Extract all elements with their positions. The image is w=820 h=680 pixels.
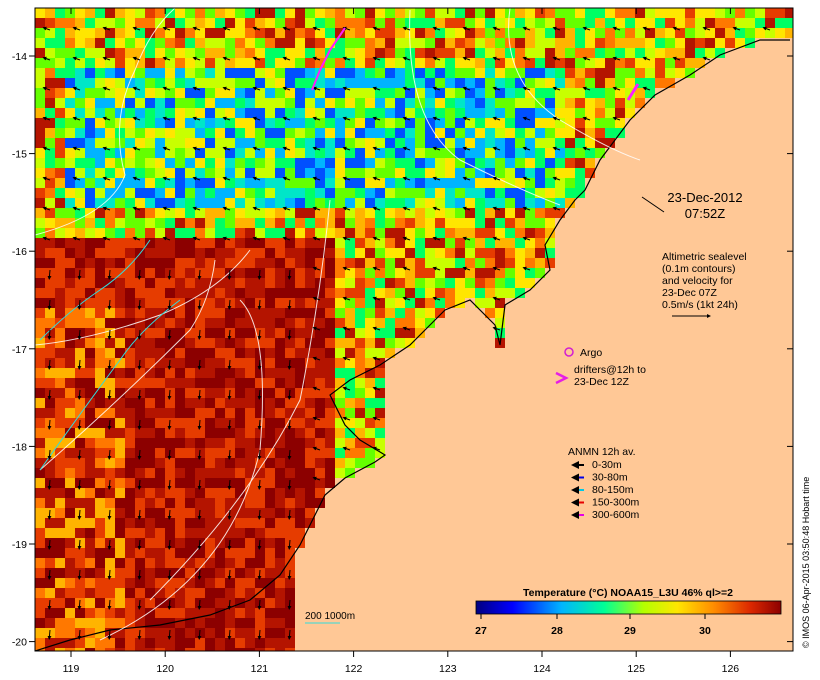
drifter-symbol xyxy=(555,371,569,385)
altimetry-line-2: (0.1m contours) xyxy=(662,263,736,275)
colorbar-tick-label: 29 xyxy=(624,625,636,637)
argo-marker xyxy=(564,347,574,357)
colorbar-title: Temperature (°C) NOAA15_L3U 46% ql>=2 xyxy=(523,587,733,599)
drifter-track xyxy=(311,27,346,91)
argo-label: Argo xyxy=(580,347,602,359)
coastline xyxy=(35,39,790,651)
x-tick-label: 124 xyxy=(533,663,551,675)
x-tick-label: 123 xyxy=(439,663,457,675)
y-tick-label: -16 xyxy=(12,246,27,258)
y-tick-label: -15 xyxy=(12,149,27,161)
y-tick-label: -18 xyxy=(12,441,27,453)
colorbar-ticks: 27 28 29 30 xyxy=(475,614,711,637)
y-tick-label: -17 xyxy=(12,344,27,356)
date-pointer xyxy=(641,196,665,213)
anmn-label-2: 80-150m xyxy=(592,484,634,496)
colorbar-tick-label: 30 xyxy=(699,625,711,637)
x-tick-label: 125 xyxy=(627,663,645,675)
drifters-line-1: drifters@12h to xyxy=(574,364,646,376)
x-tick-label: 122 xyxy=(345,663,363,675)
anmn-title: ANMN 12h av. xyxy=(568,446,636,458)
anmn-label-1: 30-80m xyxy=(592,472,628,484)
x-tick-label: 120 xyxy=(156,663,174,675)
y-tick-label: -20 xyxy=(12,637,27,649)
x-tick-label: 119 xyxy=(63,663,80,675)
y-tick-label: -14 xyxy=(12,51,27,63)
x-tick-label: 121 xyxy=(251,663,269,675)
x-axis: 119 120 121 122 123 124 125 126 xyxy=(63,8,740,675)
y-axis: -14 -15 -16 -17 -18 -19 -20 xyxy=(12,51,793,649)
altimetry-line-4: 23-Dec 07Z xyxy=(662,287,717,299)
anmn-label-0: 0-30m xyxy=(592,459,622,471)
drifters-line-2: 23-Dec 12Z xyxy=(574,376,629,388)
colorbar-tick-label: 28 xyxy=(551,625,563,637)
anmn-label-4: 300-600m xyxy=(592,509,640,521)
altimetry-legend: Altimetric sealevel (0.1m contours) and … xyxy=(662,251,747,318)
x-tick-label: 126 xyxy=(722,663,740,675)
anmn-label-3: 150-300m xyxy=(592,497,640,509)
credit-text: © IMOS 06-Apr-2015 03:50:48 Hobart time xyxy=(801,477,811,648)
colorbar xyxy=(475,600,782,615)
altimetry-line-1: Altimetric sealevel xyxy=(662,251,747,263)
depth-scale-label: 200 1000m xyxy=(305,611,355,622)
y-tick-label: -19 xyxy=(12,539,27,551)
colorbar-tick-label: 27 xyxy=(475,625,487,637)
velocity-vectors xyxy=(42,26,771,640)
map-frame xyxy=(34,7,794,652)
sealevel-contours-zero xyxy=(39,239,181,471)
image-date: 23-Dec-2012 xyxy=(667,190,742,205)
altimetry-line-3: and velocity for xyxy=(662,275,733,287)
altimetry-line-5: 0.5m/s (1kt 24h) xyxy=(662,299,738,311)
image-time: 07:52Z xyxy=(685,206,726,221)
sealevel-contours xyxy=(35,8,641,641)
drifter-track-2 xyxy=(626,83,640,101)
credit-container: © IMOS 06-Apr-2015 03:50:48 Hobart time xyxy=(800,430,811,650)
sst-field xyxy=(35,8,793,651)
